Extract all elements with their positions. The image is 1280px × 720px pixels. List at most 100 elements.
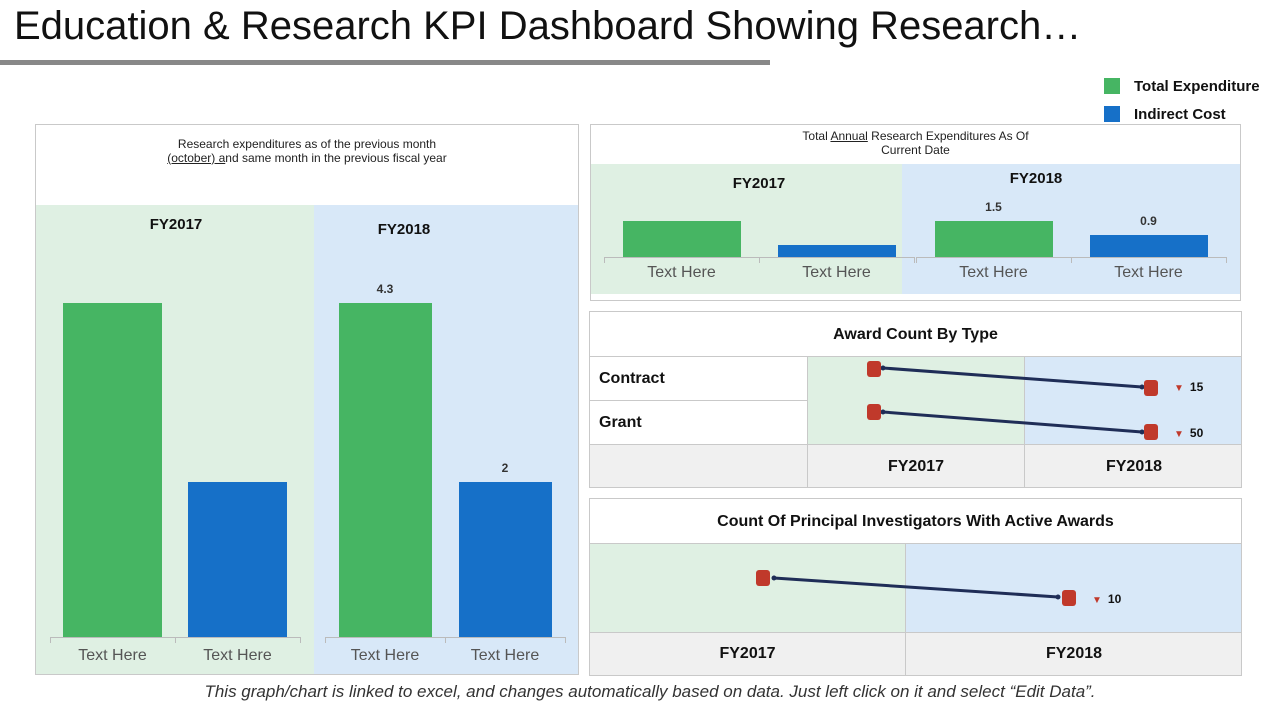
bar-fy2018-indirect-cost[interactable] — [1089, 235, 1208, 257]
legend-label: Total Expenditure — [1134, 77, 1260, 95]
group-label: FY2017 — [149, 216, 203, 233]
group-label: FY2017 — [732, 175, 786, 192]
fy2018-background — [905, 543, 1241, 633]
x-axis-tick — [300, 637, 301, 643]
column-label-fy2017: FY2017 — [887, 458, 945, 475]
category-label: Text Here — [350, 647, 420, 664]
award-trend-lines — [880, 365, 1145, 435]
column-label-fy2017: FY2017 — [719, 645, 776, 662]
contract-fy2017-marker — [867, 361, 881, 377]
title-underline — [0, 60, 770, 65]
footer-note: This graph/chart is linked to excel, and… — [204, 682, 1096, 701]
x-axis-tick — [445, 637, 446, 643]
category-label: Text Here — [1114, 264, 1183, 281]
panel-heading: Research expenditures as of the previous… — [36, 137, 578, 165]
grant-fy2017-marker — [867, 404, 881, 420]
bar-fy2017-indirect-cost[interactable] — [188, 482, 287, 637]
pi-trend-segment — [773, 576, 1059, 599]
row-label-contract: Contract — [599, 370, 665, 387]
fy2017-header-cell — [807, 444, 1025, 487]
grant-end-dot — [1139, 429, 1145, 435]
x-axis-tick — [325, 637, 326, 643]
heading-underlined-text: (october) a — [167, 151, 226, 165]
fy2018-header-cell — [1024, 444, 1241, 487]
panel-heading: Total Annual Research Expenditures As Of… — [591, 129, 1240, 157]
delta-value: 15 — [1189, 380, 1204, 394]
heading-text: Total — [802, 129, 831, 143]
grant-trend-line — [882, 410, 1143, 434]
x-axis-tick — [604, 257, 605, 263]
contract-trend-line — [882, 366, 1143, 389]
category-label: Text Here — [647, 264, 716, 281]
grant-change: ▼ 50 — [1174, 426, 1203, 440]
legend-item-total-expenditure: Total Expenditure — [1104, 72, 1260, 100]
down-triangle-icon: ▼ — [1174, 429, 1184, 440]
heading-text: nd same month in the previous fiscal yea… — [225, 151, 447, 165]
column-label-fy2018: FY2018 — [1045, 645, 1103, 662]
bar-fy2018-total-expenditure[interactable] — [338, 303, 432, 637]
heading-text: Research Expenditures As Of Current Date — [867, 129, 1029, 157]
fy2017-header-cell — [590, 632, 906, 675]
down-triangle-icon: ▼ — [1174, 383, 1184, 394]
pi-fy2017-marker — [756, 570, 770, 586]
page-title: Education & Research KPI Dashboard Showi… — [14, 4, 1082, 48]
award-row-contract — [590, 356, 808, 401]
x-axis-tick — [1226, 257, 1227, 263]
pi-start-dot — [771, 575, 777, 581]
delta-value: 10 — [1107, 592, 1122, 606]
legend-label: Indirect Cost — [1134, 105, 1226, 123]
bar-value-label: 2 — [501, 461, 509, 475]
x-axis-tick — [914, 257, 915, 263]
annual-expenditure-panel[interactable]: Total Annual Research Expenditures As Of… — [590, 124, 1241, 301]
bar-fy2017-indirect-cost[interactable] — [777, 245, 896, 257]
group-label: FY2018 — [377, 221, 431, 238]
down-triangle-icon: ▼ — [1092, 595, 1102, 606]
bar-fy2017-total-expenditure[interactable] — [622, 221, 741, 257]
heading-text: Research expenditures as of the previous… — [177, 137, 437, 151]
row-label-grant: Grant — [599, 414, 642, 431]
bar-fy2017-total-expenditure[interactable] — [63, 303, 162, 637]
legend-swatch-green — [1104, 78, 1120, 94]
fy2017-background — [590, 543, 906, 633]
x-axis-tick — [916, 257, 917, 263]
category-label: Text Here — [802, 264, 871, 281]
monthly-expenditure-panel[interactable]: Research expenditures as of the previous… — [35, 124, 579, 675]
category-label: Text Here — [203, 647, 272, 664]
category-label: Text Here — [78, 647, 147, 664]
pi-count-panel[interactable]: Count Of Principal Investigators With Ac… — [589, 498, 1242, 676]
pi-fy2018-marker — [1062, 590, 1076, 606]
grant-start-dot — [880, 409, 886, 415]
award-row-blank — [590, 444, 808, 487]
heading-underlined-text: Annual — [830, 129, 868, 143]
x-axis-tick — [50, 637, 51, 643]
x-axis-tick — [1071, 257, 1072, 263]
x-axis-tick — [175, 637, 176, 643]
legend-item-indirect-cost: Indirect Cost — [1104, 100, 1260, 128]
fy2018-header-cell — [905, 632, 1241, 675]
bar-value-label: 4.3 — [376, 282, 394, 296]
bar-value-label: 1.5 — [985, 200, 1002, 214]
contract-change: ▼ 15 — [1174, 380, 1203, 394]
column-label-fy2018: FY2018 — [1105, 458, 1163, 475]
delta-value: 50 — [1189, 426, 1204, 440]
x-axis-tick — [565, 637, 566, 643]
pi-change: ▼ 10 — [1092, 592, 1121, 606]
category-label: Text Here — [959, 264, 1028, 281]
panel-title: Count Of Principal Investigators With Ac… — [717, 513, 1114, 530]
contract-end-dot — [1139, 384, 1145, 390]
chart-legend: Total Expenditure Indirect Cost — [1104, 72, 1260, 128]
x-axis-tick — [759, 257, 760, 263]
bar-fy2018-total-expenditure[interactable] — [934, 221, 1053, 257]
pi-trend-line — [771, 575, 1061, 600]
legend-swatch-blue — [1104, 106, 1120, 122]
panel-title: Award Count By Type — [833, 326, 998, 343]
bar-value-label: 0.9 — [1140, 214, 1157, 228]
award-count-panel[interactable]: Award Count By Type Contract Grant FY201… — [589, 311, 1242, 488]
contract-fy2018-marker — [1144, 380, 1158, 396]
group-label: FY2018 — [1009, 170, 1063, 187]
pi-end-dot — [1055, 594, 1061, 600]
contract-start-dot — [880, 365, 886, 371]
bar-fy2018-indirect-cost[interactable] — [458, 482, 552, 637]
category-label: Text Here — [470, 647, 540, 664]
grant-fy2018-marker — [1144, 424, 1158, 440]
